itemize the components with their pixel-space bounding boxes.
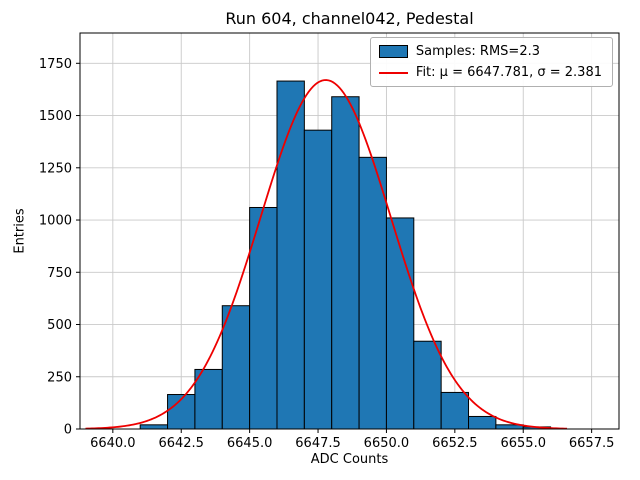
legend-entry-samples: Samples: RMS=2.3	[378, 44, 602, 59]
svg-text:6642.5: 6642.5	[158, 436, 204, 451]
svg-text:6645.0: 6645.0	[227, 436, 273, 451]
x-axis-label: ADC Counts	[310, 452, 389, 467]
chart-title: Run 604, channel042, Pedestal	[225, 9, 474, 28]
fit-line-swatch	[378, 71, 408, 74]
svg-text:6647.5: 6647.5	[295, 436, 341, 451]
histogram-patch-swatch	[378, 45, 408, 58]
svg-text:6650.0: 6650.0	[364, 436, 410, 451]
svg-text:1250: 1250	[39, 161, 72, 176]
legend: Samples: RMS=2.3 Fit: μ = 6647.781, σ = …	[369, 37, 613, 87]
svg-text:1750: 1750	[39, 57, 72, 72]
svg-text:6640.0: 6640.0	[90, 436, 136, 451]
svg-text:6652.5: 6652.5	[432, 436, 478, 451]
legend-label-fit: Fit: μ = 6647.781, σ = 2.381	[415, 65, 602, 80]
svg-text:0: 0	[64, 423, 72, 438]
svg-text:750: 750	[47, 266, 72, 281]
y-axis-label: Entries	[12, 208, 28, 254]
svg-text:1000: 1000	[39, 214, 72, 229]
svg-text:250: 250	[47, 370, 72, 385]
svg-text:6655.0: 6655.0	[500, 436, 546, 451]
svg-text:500: 500	[47, 318, 72, 333]
legend-entry-fit: Fit: μ = 6647.781, σ = 2.381	[378, 65, 602, 80]
svg-text:1500: 1500	[39, 109, 72, 124]
svg-text:6657.5: 6657.5	[569, 436, 615, 451]
legend-label-samples: Samples: RMS=2.3	[415, 44, 541, 59]
